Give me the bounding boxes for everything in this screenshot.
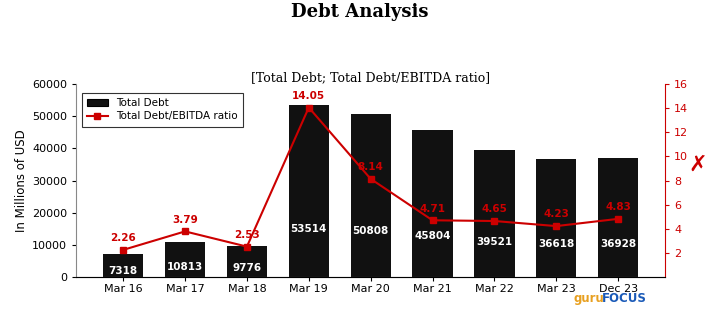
Bar — [598, 158, 638, 277]
Text: 50808: 50808 — [353, 226, 389, 236]
Text: 4.65: 4.65 — [482, 204, 508, 215]
Text: 4.71: 4.71 — [420, 204, 446, 214]
Text: 3.79: 3.79 — [172, 215, 198, 225]
Bar — [289, 105, 329, 277]
Text: FOCUS: FOCUS — [602, 292, 647, 305]
Bar — [536, 159, 577, 277]
Bar — [165, 242, 205, 277]
Text: ✗: ✗ — [688, 155, 707, 175]
Text: guru: guru — [574, 292, 605, 305]
Text: 53514: 53514 — [291, 224, 327, 234]
Text: 14.05: 14.05 — [292, 91, 325, 101]
Bar — [413, 130, 453, 277]
Text: 10813: 10813 — [167, 262, 203, 273]
Text: 7318: 7318 — [109, 266, 138, 276]
Y-axis label: In Millions of USD: In Millions of USD — [15, 129, 28, 232]
Text: 9776: 9776 — [233, 263, 261, 273]
Text: 2.53: 2.53 — [234, 230, 260, 240]
Bar — [103, 254, 143, 277]
Text: 45804: 45804 — [414, 231, 451, 241]
Text: 8.14: 8.14 — [358, 162, 384, 172]
Bar — [351, 113, 391, 277]
Text: 36928: 36928 — [600, 239, 636, 249]
Bar — [227, 246, 267, 277]
Text: 39521: 39521 — [477, 236, 513, 247]
Text: 36618: 36618 — [538, 239, 575, 249]
Text: Debt Analysis: Debt Analysis — [292, 3, 428, 21]
Text: 4.23: 4.23 — [544, 210, 570, 219]
Bar — [474, 150, 515, 277]
Text: 4.83: 4.83 — [606, 202, 631, 212]
Title: [Total Debt; Total Debt/EBITDA ratio]: [Total Debt; Total Debt/EBITDA ratio] — [251, 71, 490, 84]
Text: 2.26: 2.26 — [110, 233, 136, 243]
Legend: Total Debt, Total Debt/EBITDA ratio: Total Debt, Total Debt/EBITDA ratio — [81, 93, 243, 127]
